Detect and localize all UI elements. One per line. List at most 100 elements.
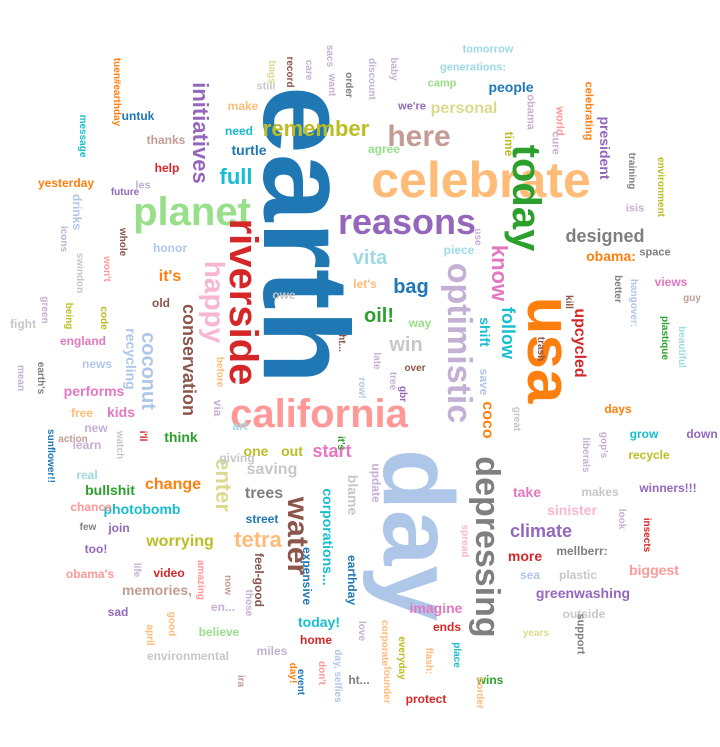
cloud-word: join xyxy=(108,521,130,535)
cloud-word: vita xyxy=(352,247,388,269)
cloud-word: icons xyxy=(58,225,69,253)
cloud-word: support xyxy=(574,613,587,655)
cloud-word: upcycled xyxy=(571,308,588,378)
cloud-word: sea xyxy=(519,568,541,582)
cloud-word: climate xyxy=(509,521,573,541)
cloud-word: today xyxy=(504,144,548,252)
cloud-word: tree xyxy=(387,371,398,391)
cloud-word: obama xyxy=(524,94,537,130)
cloud-word: way xyxy=(408,316,432,330)
cloud-word: day! xyxy=(287,662,298,684)
cloud-word: depressing xyxy=(468,456,506,638)
cloud-word: president xyxy=(597,116,613,180)
cloud-word: sunflower!! xyxy=(45,429,56,483)
cloud-word: everyday xyxy=(396,636,407,680)
cloud-word: old xyxy=(152,296,170,310)
cloud-word: message xyxy=(77,114,88,158)
cloud-word: new xyxy=(84,421,108,435)
cloud-word: art xyxy=(232,419,248,433)
cloud-word: chance xyxy=(70,500,112,514)
cloud-word: turtle xyxy=(231,142,267,158)
cloud-word: owe xyxy=(272,288,296,302)
cloud-word: day, selfies xyxy=(332,649,343,703)
cloud-word: recycle xyxy=(628,448,670,462)
cloud-word: isis xyxy=(625,202,645,215)
cloud-word: earth's xyxy=(35,361,46,395)
cloud-word: bullshit xyxy=(85,482,135,498)
cloud-word: news xyxy=(81,357,113,371)
cloud-word: environmental xyxy=(146,649,230,663)
cloud-word: few xyxy=(79,522,97,533)
cloud-word: honor xyxy=(153,241,187,255)
cloud-word: thanks xyxy=(146,133,186,147)
cloud-word: win xyxy=(389,334,423,356)
cloud-word: ht... xyxy=(348,673,370,687)
cloud-word: time xyxy=(502,131,516,157)
cloud-word: better xyxy=(612,275,623,303)
cloud-word: think xyxy=(164,429,198,445)
cloud-word: learn xyxy=(72,438,102,452)
cloud-word: code xyxy=(98,306,109,330)
cloud-word: greenwashing xyxy=(535,585,631,601)
cloud-word: use xyxy=(472,228,483,246)
cloud-word: trees xyxy=(244,485,284,502)
cloud-word: oil! xyxy=(364,305,394,327)
cloud-word: more xyxy=(507,548,543,564)
cloud-word: california xyxy=(230,392,408,436)
cloud-word: baby xyxy=(388,57,399,81)
cloud-word: recycling xyxy=(123,328,139,390)
cloud-word: bags xyxy=(266,60,277,84)
cloud-word: happy xyxy=(199,260,230,344)
cloud-word: people xyxy=(488,79,534,95)
cloud-word: follow xyxy=(498,307,518,359)
cloud-word: need xyxy=(224,124,254,138)
cloud-word: agree xyxy=(367,142,401,156)
cloud-word: mean xyxy=(15,364,26,392)
cloud-word: tuen#earthday xyxy=(111,57,122,127)
cloud-word: celebrate xyxy=(371,152,591,208)
cloud-word: gop's xyxy=(598,431,609,459)
cloud-word: action xyxy=(58,434,88,445)
cloud-word: border xyxy=(474,677,485,709)
cloud-word: blame xyxy=(345,474,361,516)
cloud-word: ira xyxy=(235,674,246,688)
cloud-word: planet xyxy=(133,190,251,234)
cloud-word: save xyxy=(477,368,491,396)
cloud-word: earthday xyxy=(345,554,359,606)
cloud-word: plastique xyxy=(659,316,670,360)
cloud-word: reasons xyxy=(337,201,477,242)
cloud-word: hangover: xyxy=(628,278,639,328)
cloud-word: tetra xyxy=(234,527,282,552)
cloud-word: les xyxy=(135,179,151,192)
cloud-word: love xyxy=(356,620,367,642)
cloud-word: too! xyxy=(84,542,108,556)
cloud-word: camp xyxy=(427,77,457,90)
cloud-word: good xyxy=(166,611,177,637)
cloud-word: generations: xyxy=(439,61,507,74)
cloud-word: makes xyxy=(581,485,619,499)
cloud-word: designed xyxy=(565,226,645,246)
cloud-word: change xyxy=(144,476,202,493)
cloud-word: saving xyxy=(246,461,298,478)
cloud-word: green xyxy=(39,296,50,324)
cloud-word: years xyxy=(522,628,550,639)
cloud-word: yesterday xyxy=(37,176,95,190)
cloud-word: full xyxy=(219,164,253,189)
cloud-word: swindon xyxy=(74,252,85,294)
cloud-word: insects xyxy=(641,517,652,553)
cloud-word: biggest xyxy=(629,562,679,578)
cloud-word: fight xyxy=(10,317,36,331)
cloud-word: take xyxy=(512,484,542,500)
cloud-word: ends xyxy=(432,620,462,634)
cloud-word: it's xyxy=(158,268,182,285)
cloud-word: beautiful xyxy=(676,326,687,368)
cloud-word: it's xyxy=(335,435,346,451)
cloud-word: life xyxy=(131,562,142,578)
cloud-word: trash xyxy=(535,336,546,362)
cloud-word: plastic xyxy=(558,568,598,582)
cloud-word: amazing xyxy=(195,559,206,601)
cloud-word: en... xyxy=(210,600,236,614)
cloud-word: cure xyxy=(549,131,562,155)
cloud-word: spread xyxy=(459,524,470,558)
